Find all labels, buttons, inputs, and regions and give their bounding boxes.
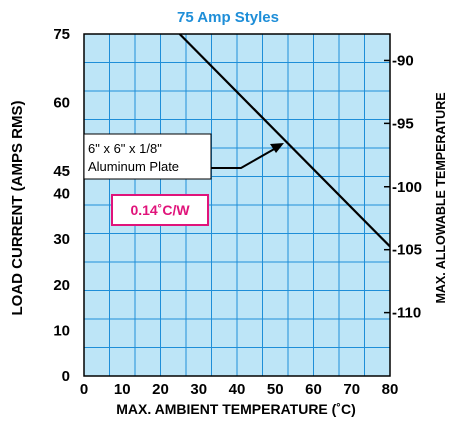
y-tick-label: 10 — [53, 322, 70, 339]
plate-annotation-line1: 6" x 6" x 1/8" — [88, 141, 162, 156]
x-tick-label: 20 — [152, 381, 169, 398]
y-tick-label: 0 — [62, 368, 70, 385]
x-tick-label: 0 — [80, 381, 88, 398]
x-axis-label: MAX. AMBIENT TEMPERATURE (˚C) — [116, 401, 356, 417]
y-tick-label: 20 — [53, 277, 70, 294]
y2-tick-labels: -90 -95 -100 -105 -110 — [384, 52, 422, 322]
x-tick-label: 70 — [343, 381, 360, 398]
plate-annotation-box — [83, 133, 212, 180]
y2-tick-label: -100 — [392, 179, 422, 196]
y-tick-labels: 0 10 20 30 40 45 60 75 — [53, 26, 70, 385]
y-axis-label: LOAD CURRENT (AMPS RMS) — [9, 101, 26, 316]
series-line — [178, 34, 390, 248]
x-tick-label: 80 — [382, 381, 399, 398]
y-tick-label: 75 — [53, 26, 70, 43]
grid — [84, 34, 390, 376]
y-tick-label: 40 — [53, 186, 70, 203]
x-tick-label: 30 — [190, 381, 207, 398]
resistance-label: 0.14˚C/W — [130, 202, 190, 218]
x-tick-label: 10 — [114, 381, 131, 398]
y2-tick-label: -110 — [392, 305, 421, 322]
y-tick-label: 60 — [53, 94, 70, 111]
y2-tick-label: -105 — [392, 242, 422, 259]
plot-border — [83, 33, 391, 377]
x-tick-label: 50 — [267, 381, 284, 398]
y2-tick-label: -95 — [392, 115, 414, 132]
y2-axis-label: MAX. ALLOWABLE TEMPERATURE — [434, 92, 448, 303]
y-tick-label: 45 — [53, 163, 70, 180]
y-tick-label: 30 — [53, 231, 70, 248]
x-tick-label: 60 — [305, 381, 322, 398]
plate-annotation-line2: Aluminum Plate — [88, 159, 179, 174]
resistance-box — [111, 194, 209, 226]
annotation-leader — [211, 147, 277, 169]
chart-title: 75 Amp Styles — [177, 9, 279, 26]
annotation-arrowhead — [270, 143, 284, 153]
x-tick-labels: 0 10 20 30 40 50 60 70 80 — [80, 381, 399, 398]
x-tick-label: 40 — [229, 381, 246, 398]
y2-tick-label: -90 — [392, 52, 414, 69]
